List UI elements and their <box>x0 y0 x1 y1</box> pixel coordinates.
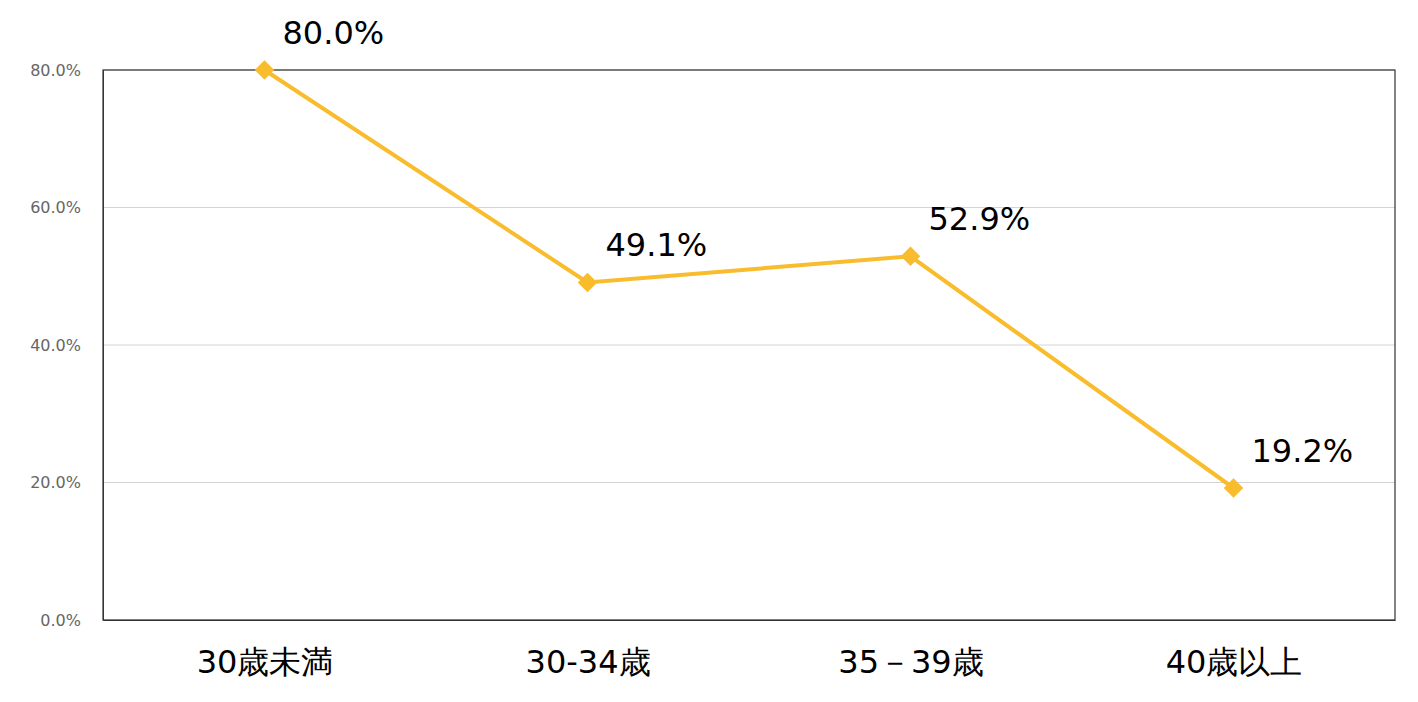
x-tick: 35－39歳 <box>838 620 983 681</box>
y-tick-label: 80.0% <box>30 61 81 80</box>
y-tick: 40.0% <box>30 336 103 355</box>
x-tick: 40歳以上 <box>1166 620 1303 681</box>
y-tick-label: 60.0% <box>30 198 81 217</box>
y-axis: 0.0% 20.0% 40.0% 60.0% 80.0% <box>30 61 103 630</box>
grid <box>103 70 1395 620</box>
y-tick-label: 40.0% <box>30 336 81 355</box>
y-tick: 60.0% <box>30 198 103 217</box>
y-tick-label: 20.0% <box>30 473 81 492</box>
y-tick: 80.0% <box>30 61 103 80</box>
data-label: 80.0% <box>283 14 385 52</box>
y-tick: 20.0% <box>30 473 103 492</box>
grid-line <box>103 345 1395 346</box>
y-tick: 0.0% <box>40 611 103 630</box>
marker <box>255 60 274 79</box>
x-tick-label: 30-34歳 <box>526 643 651 681</box>
chart: 0.0% 20.0% 40.0% 60.0% 80.0% 30歳未満 30-34歳 35－39… <box>0 0 1418 702</box>
grid-line <box>103 207 1395 208</box>
y-axis-line <box>103 71 104 621</box>
x-tick-label: 40歳以上 <box>1166 643 1303 681</box>
plot-frame <box>103 70 1395 620</box>
marker <box>1224 478 1243 497</box>
x-tick: 30-34歳 <box>526 620 651 681</box>
data-label: 49.1% <box>606 226 708 264</box>
x-tick: 30歳未満 <box>197 620 334 681</box>
line <box>265 70 1234 488</box>
data-label: 19.2% <box>1252 432 1354 470</box>
x-tick-label: 30歳未満 <box>197 643 334 681</box>
data-labels: 80.0% 49.1% 52.9% 19.2% <box>283 14 1354 470</box>
marker <box>578 273 597 292</box>
grid-line <box>103 482 1395 483</box>
x-axis: 30歳未満 30-34歳 35－39歳 40歳以上 <box>104 620 1396 681</box>
series <box>255 60 1243 497</box>
marker <box>901 247 920 266</box>
x-axis-line <box>104 620 1396 621</box>
x-tick-label: 35－39歳 <box>838 643 983 681</box>
data-label: 52.9% <box>929 200 1031 238</box>
y-tick-label: 0.0% <box>40 611 81 630</box>
